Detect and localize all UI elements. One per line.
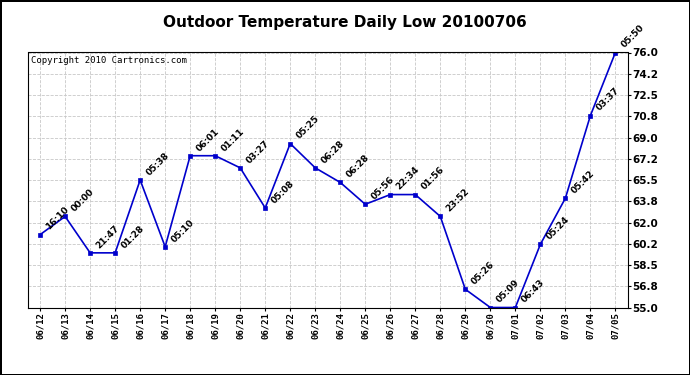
Text: 22:34: 22:34 — [395, 165, 421, 192]
Text: 05:08: 05:08 — [269, 179, 296, 205]
Text: 05:09: 05:09 — [495, 278, 521, 305]
Text: 05:38: 05:38 — [144, 151, 171, 177]
Text: 05:24: 05:24 — [544, 215, 571, 242]
Text: 06:43: 06:43 — [520, 278, 546, 305]
Text: 05:50: 05:50 — [620, 23, 646, 50]
Text: 06:28: 06:28 — [344, 153, 371, 180]
Text: 16:10: 16:10 — [44, 206, 71, 232]
Text: 06:01: 06:01 — [195, 126, 221, 153]
Text: Outdoor Temperature Daily Low 20100706: Outdoor Temperature Daily Low 20100706 — [163, 15, 527, 30]
Text: 05:56: 05:56 — [369, 175, 396, 201]
Text: 01:28: 01:28 — [119, 224, 146, 250]
Text: 03:27: 03:27 — [244, 138, 271, 165]
Text: 01:11: 01:11 — [219, 126, 246, 153]
Text: 23:52: 23:52 — [444, 187, 471, 214]
Text: 05:26: 05:26 — [469, 260, 496, 286]
Text: 05:42: 05:42 — [569, 169, 596, 195]
Text: Copyright 2010 Cartronics.com: Copyright 2010 Cartronics.com — [30, 56, 186, 65]
Text: 06:28: 06:28 — [319, 139, 346, 165]
Text: 05:25: 05:25 — [295, 114, 321, 141]
Text: 05:10: 05:10 — [169, 217, 196, 244]
Text: 01:56: 01:56 — [420, 165, 446, 192]
Text: 00:00: 00:00 — [69, 188, 95, 214]
Text: 03:37: 03:37 — [595, 86, 621, 113]
Text: 21:47: 21:47 — [95, 223, 121, 250]
